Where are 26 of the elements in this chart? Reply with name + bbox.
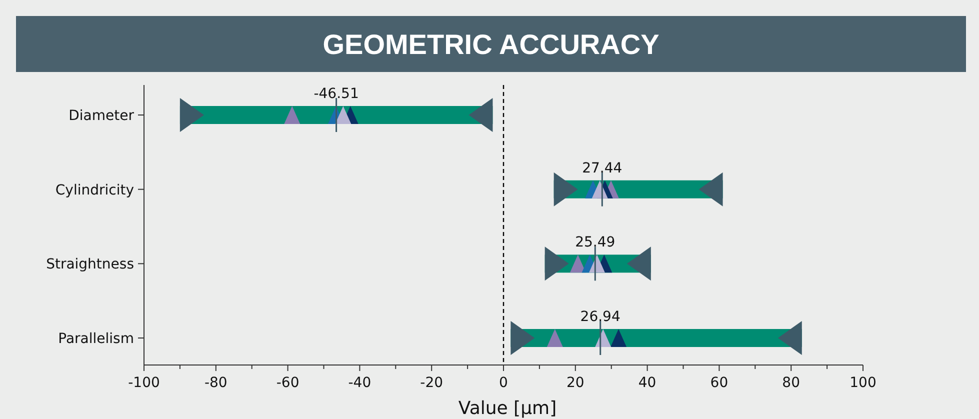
x-tick-label: 100: [850, 375, 876, 391]
x-tick-label: 60: [710, 375, 728, 391]
y-tick-label: Diameter: [68, 108, 134, 124]
x-tick-label: -80: [204, 375, 228, 391]
y-tick-label: Straightness: [46, 256, 134, 273]
point: [610, 329, 627, 347]
annotation: 27.44: [582, 160, 622, 176]
x-tick-label: 20: [566, 375, 584, 391]
x-tick-label: -60: [276, 375, 300, 391]
annotation: 25.49: [575, 234, 616, 251]
x-tick-label: 40: [638, 375, 656, 391]
point: [546, 329, 563, 347]
x-axis-title: Value [µm]: [458, 398, 557, 419]
point: [570, 254, 586, 273]
annotation: 26.94: [580, 309, 620, 325]
x-tick-label: 80: [782, 375, 800, 391]
annotation: -46.51: [314, 86, 359, 102]
x-tick-label: 0: [499, 375, 508, 391]
x-tick-label: -20: [420, 375, 444, 391]
x-tick-label: -40: [348, 375, 372, 391]
chart-title: GEOMETRIC ACCURACY: [322, 29, 660, 60]
y-tick-label: Cylindricity: [55, 182, 134, 198]
y-tick-label: Parallelism: [58, 331, 134, 347]
point: [335, 106, 352, 124]
x-tick-label: -100: [128, 375, 160, 391]
point: [284, 106, 300, 124]
